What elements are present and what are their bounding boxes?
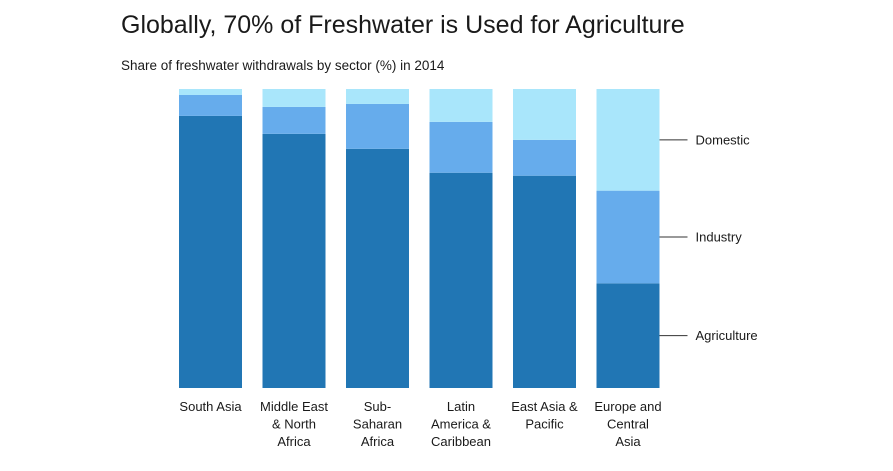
bar-agriculture-0	[179, 115, 242, 388]
category-label-line: Asia	[615, 434, 641, 449]
bar-industry-2	[346, 103, 409, 149]
category-label-2: Sub- Saharan Africa	[353, 399, 402, 449]
category-label-4: East Asia & Pacific	[511, 399, 578, 432]
legend: Agriculture Industry Domestic	[659, 132, 758, 343]
category-labels: South Asia Middle East & North Africa Sub- Sa…	[179, 399, 661, 449]
category-label-line: Africa	[277, 434, 311, 449]
bar-domestic-4	[513, 89, 576, 140]
category-label-line: & North	[272, 417, 316, 432]
bar-industry-1	[262, 106, 326, 134]
bar-industry-4	[513, 139, 576, 176]
bar-industry-3	[429, 121, 493, 173]
category-label-line: Caribbean	[431, 434, 491, 449]
bar-agriculture-3	[429, 172, 493, 388]
bar-agriculture-1	[262, 133, 326, 388]
category-label-line: America &	[431, 417, 491, 432]
bar-domestic-5	[596, 89, 660, 191]
bar-industry-0	[179, 94, 242, 116]
chart-title: Globally, 70% of Freshwater is Used for …	[121, 11, 685, 39]
category-label-line: Europe and	[594, 399, 661, 414]
category-label-line: Middle East	[260, 399, 328, 414]
bar-industry-5	[596, 190, 660, 284]
category-label-5: Europe and Central Asia	[594, 399, 661, 449]
bar-domestic-3	[429, 89, 493, 122]
bar-agriculture-4	[513, 175, 576, 388]
category-label-line: Latin	[447, 399, 475, 414]
category-label-line: East Asia &	[511, 399, 578, 414]
legend-label-agriculture: Agriculture	[696, 328, 758, 343]
category-label-0: South Asia	[179, 399, 242, 414]
bar-domestic-2	[346, 89, 409, 104]
category-label-1: Middle East & North Africa	[260, 399, 328, 449]
category-label-3: Latin America & Caribbean	[431, 399, 491, 449]
chart-subtitle: Share of freshwater withdrawals by secto…	[121, 58, 445, 73]
bar-agriculture-5	[596, 283, 660, 388]
bar-domestic-1	[262, 89, 326, 107]
bar-agriculture-2	[346, 148, 409, 388]
category-label-line: Pacific	[525, 417, 564, 432]
category-label-line: Central	[607, 417, 649, 432]
category-label-line: Saharan	[353, 417, 402, 432]
bar-domestic-0	[179, 89, 242, 95]
bars-layer	[179, 89, 660, 388]
category-label-line: Sub-	[364, 399, 391, 414]
category-label-line: Africa	[361, 434, 395, 449]
category-label-line: South Asia	[179, 399, 242, 414]
legend-label-domestic: Domestic	[696, 132, 751, 147]
legend-label-industry: Industry	[696, 230, 743, 245]
